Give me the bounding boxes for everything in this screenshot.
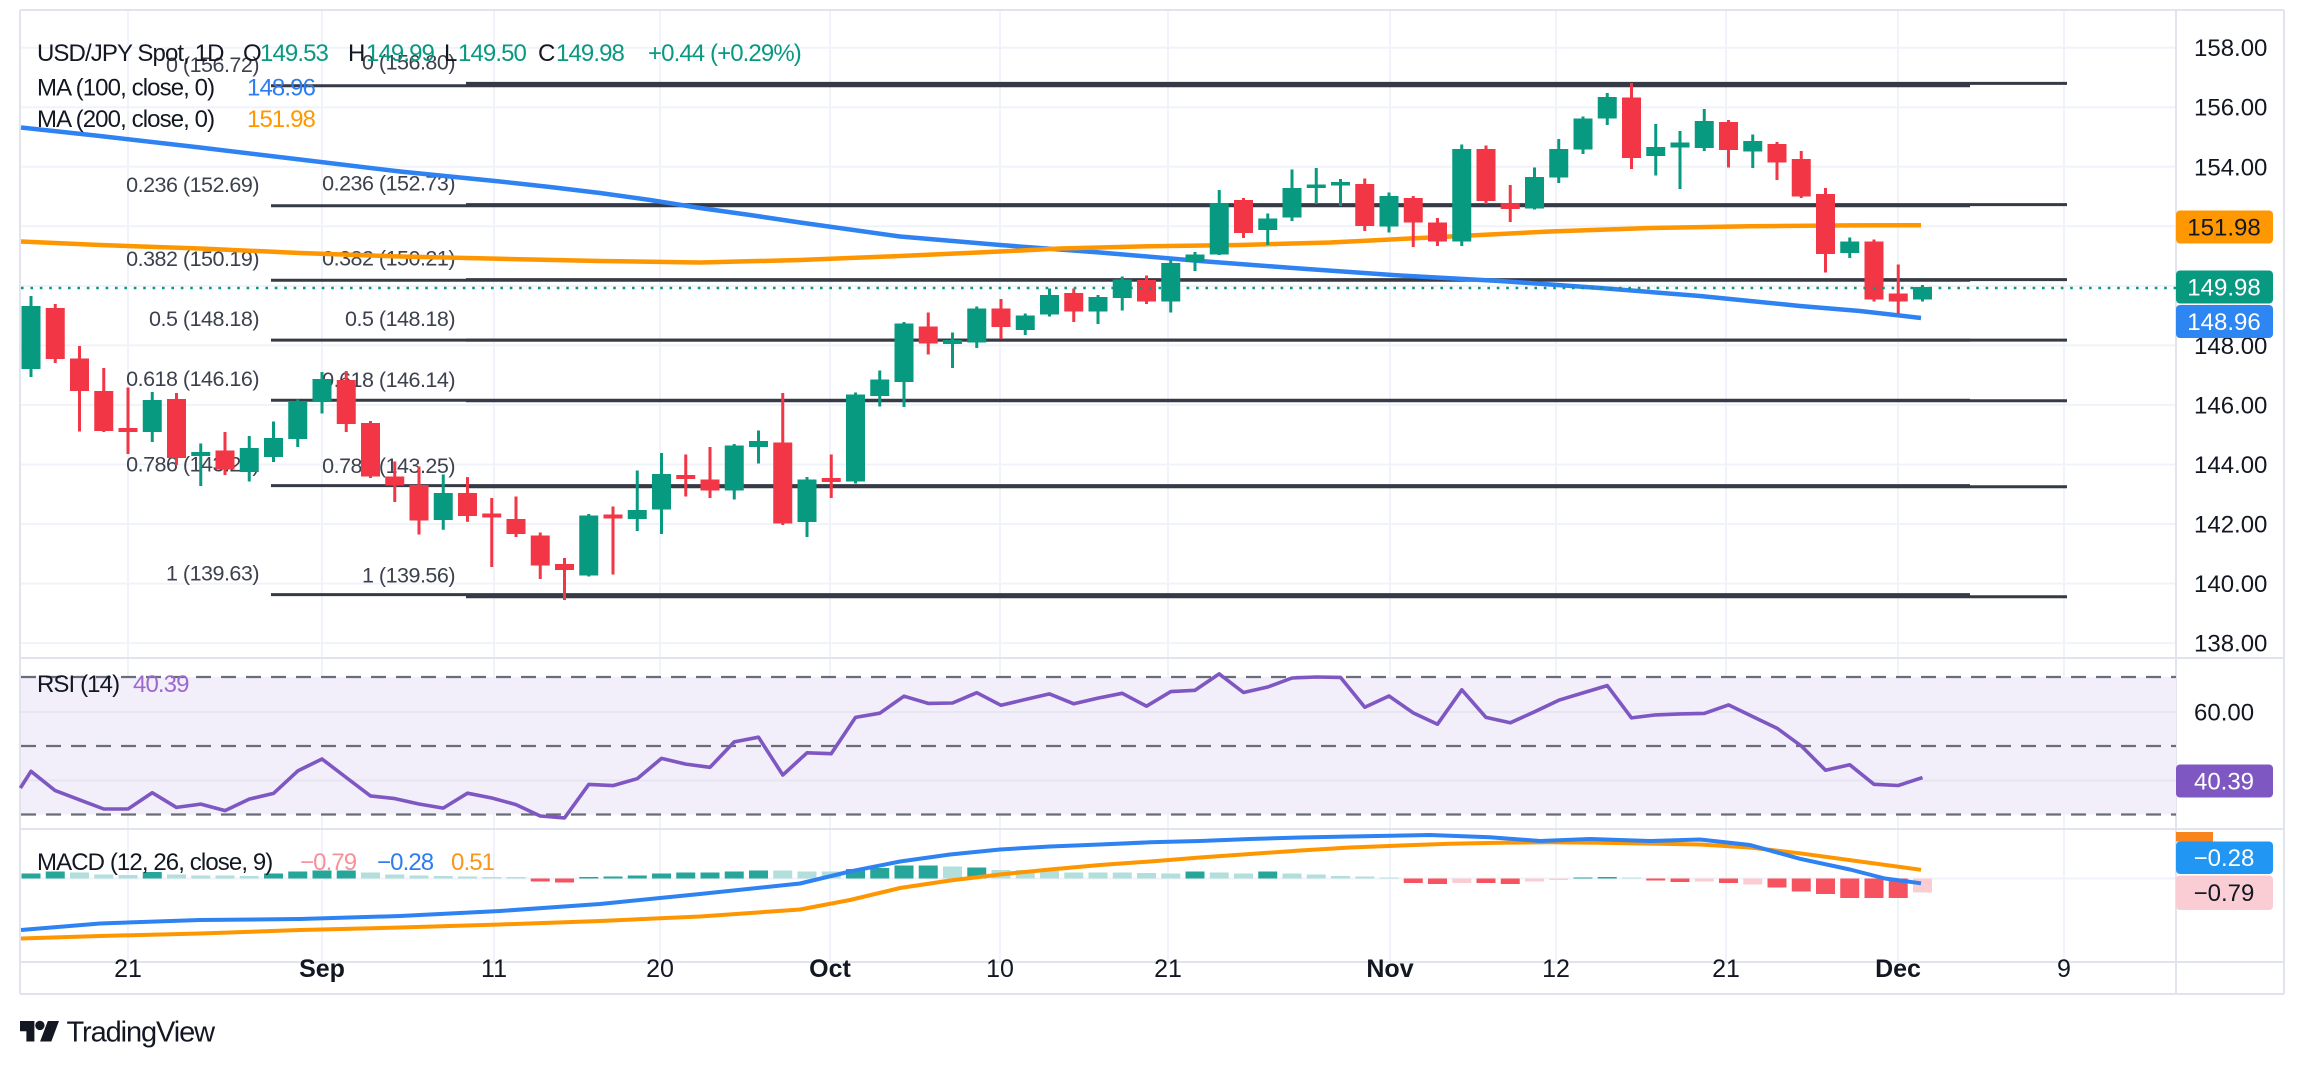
- svg-text:+0.44 (+0.29%): +0.44 (+0.29%): [648, 40, 801, 67]
- svg-text:146.00: 146.00: [2194, 392, 2267, 419]
- svg-text:0.786 (143.25): 0.786 (143.25): [322, 454, 455, 478]
- svg-text:21: 21: [114, 955, 142, 983]
- svg-text:Oct: Oct: [809, 955, 851, 983]
- svg-text:Nov: Nov: [1366, 955, 1413, 983]
- svg-text:−0.79: −0.79: [2194, 880, 2255, 907]
- svg-text:138.00: 138.00: [2194, 631, 2267, 658]
- svg-text:60.00: 60.00: [2194, 700, 2254, 727]
- svg-text:−0.79: −0.79: [300, 849, 357, 876]
- svg-text:−0.28: −0.28: [2194, 845, 2255, 872]
- svg-text:154.00: 154.00: [2194, 154, 2267, 181]
- svg-text:20: 20: [646, 955, 674, 983]
- svg-text:40.39: 40.39: [2194, 769, 2254, 796]
- svg-text:158.00: 158.00: [2194, 35, 2267, 62]
- svg-text:USD/JPY Spot, 1D: USD/JPY Spot, 1D: [37, 40, 224, 67]
- svg-text:0.51: 0.51: [451, 849, 495, 876]
- svg-text:0 (156.72): 0 (156.72): [166, 53, 259, 77]
- svg-text:−0.28: −0.28: [377, 849, 434, 876]
- svg-text:MACD (12, 26, close, 9): MACD (12, 26, close, 9): [37, 849, 272, 876]
- svg-text:1 (139.56): 1 (139.56): [362, 564, 455, 588]
- svg-text:L: L: [444, 40, 457, 67]
- svg-text:0.5 (148.18): 0.5 (148.18): [149, 307, 259, 331]
- svg-text:1 (139.63): 1 (139.63): [166, 562, 259, 586]
- svg-text:MA (100, close, 0): MA (100, close, 0): [37, 75, 214, 102]
- svg-text:151.98: 151.98: [247, 106, 316, 133]
- svg-text:149.98: 149.98: [556, 40, 625, 67]
- svg-text:21: 21: [1154, 955, 1182, 983]
- svg-text:21: 21: [1712, 955, 1740, 983]
- svg-text:142.00: 142.00: [2194, 512, 2267, 539]
- svg-text:156.00: 156.00: [2194, 95, 2267, 122]
- svg-text:0 (156.80): 0 (156.80): [362, 50, 455, 74]
- svg-text:0.236 (152.69): 0.236 (152.69): [126, 173, 259, 197]
- svg-text:H: H: [348, 40, 364, 67]
- svg-text:Dec: Dec: [1875, 955, 1921, 983]
- svg-text:11: 11: [481, 955, 507, 983]
- svg-text:149.99: 149.99: [366, 40, 435, 67]
- svg-text:151.98: 151.98: [2187, 215, 2260, 242]
- svg-text:O: O: [243, 40, 261, 67]
- svg-text:MA (200, close, 0): MA (200, close, 0): [37, 106, 214, 133]
- svg-text:140.00: 140.00: [2194, 571, 2267, 598]
- svg-text:TradingView: TradingView: [67, 1017, 217, 1049]
- svg-text:10: 10: [986, 955, 1014, 983]
- svg-text:0.786 (143.29): 0.786 (143.29): [126, 453, 259, 477]
- svg-text:0.5 (148.18): 0.5 (148.18): [345, 307, 455, 331]
- svg-text:148.96: 148.96: [247, 75, 316, 102]
- svg-text:149.98: 149.98: [2187, 275, 2260, 302]
- svg-text:148.96: 148.96: [2187, 309, 2260, 336]
- svg-text:144.00: 144.00: [2194, 452, 2267, 479]
- svg-text:RSI (14): RSI (14): [37, 671, 119, 698]
- svg-text:149.50: 149.50: [458, 40, 527, 67]
- svg-text:0.618 (146.16): 0.618 (146.16): [126, 367, 259, 391]
- svg-text:Sep: Sep: [299, 955, 345, 983]
- svg-text:C: C: [538, 40, 555, 67]
- svg-text:40.39: 40.39: [133, 671, 189, 698]
- svg-text:9: 9: [2057, 955, 2071, 983]
- svg-text:149.53: 149.53: [260, 40, 329, 67]
- svg-text:12: 12: [1542, 955, 1570, 983]
